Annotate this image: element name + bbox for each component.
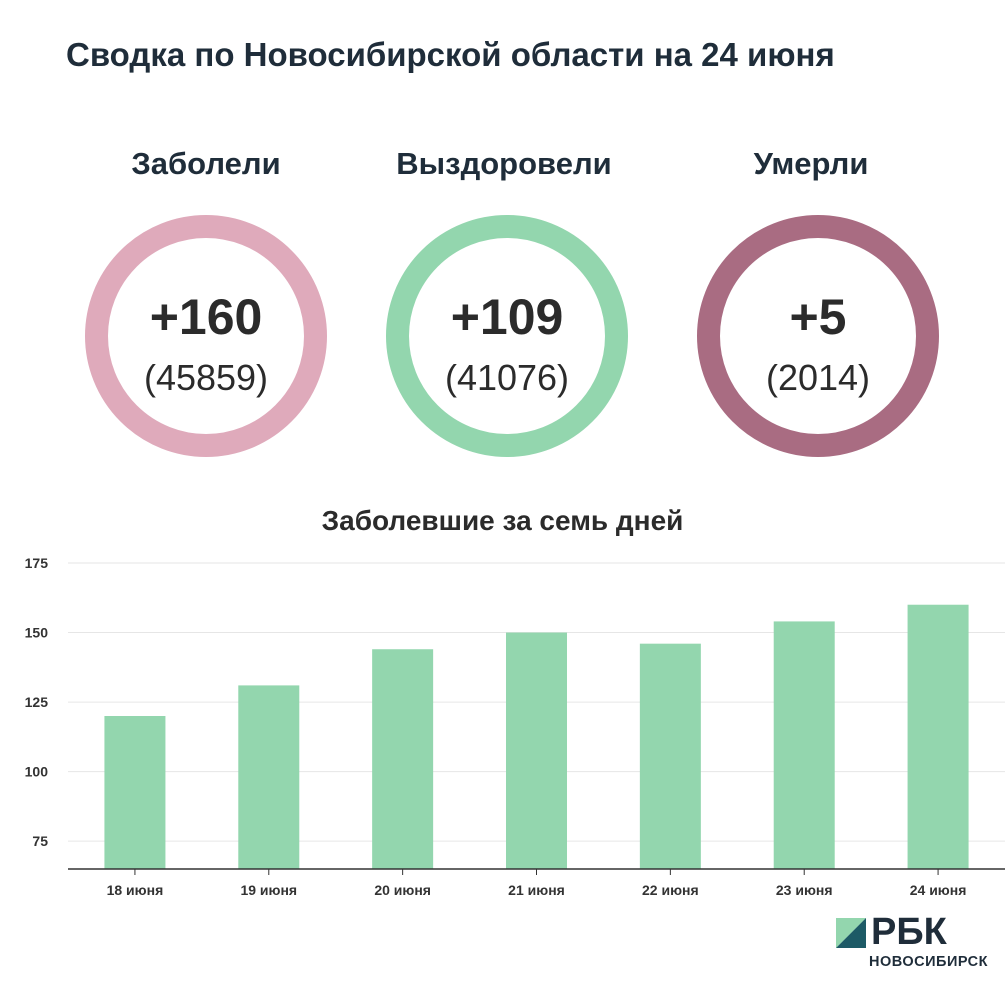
delta-infected: +160 — [149, 289, 263, 345]
x-tick-label: 19 июня — [240, 882, 297, 898]
ring-recovered: +109 (41076) — [386, 215, 628, 457]
logo-text: РБК — [871, 911, 947, 953]
stat-label-infected: Заболели — [131, 146, 281, 181]
bar — [639, 643, 701, 869]
bar-chart: 75 100 125 150 175 18 июня 19 июня 20 июня 21 ию… — [25, 555, 1005, 898]
rbc-logo: РБК НОВОСИБИРСК — [836, 911, 996, 975]
ring-deaths: +5 (2014) — [697, 215, 939, 457]
y-tick-label: 150 — [25, 625, 49, 641]
rbc-logo-mark-icon — [836, 918, 866, 948]
y-tick-label: 125 — [25, 694, 49, 710]
total-infected: (45859) — [143, 357, 269, 398]
bar — [104, 716, 166, 869]
total-deaths: (2014) — [765, 357, 871, 398]
bar — [506, 632, 567, 869]
y-tick-label: 175 — [25, 555, 49, 571]
x-tick-label: 24 июня — [910, 882, 967, 898]
stat-label-deaths: Умерли — [753, 146, 869, 181]
x-tick-label: 21 июня — [508, 882, 565, 898]
delta-deaths: +5 — [789, 289, 847, 345]
x-tick-label: 20 июня — [374, 882, 431, 898]
x-tick-label: 22 июня — [642, 882, 699, 898]
y-tick-label: 100 — [25, 764, 49, 780]
x-tick-label: 23 июня — [776, 882, 833, 898]
chart-title: Заболевшие за семь дней — [321, 505, 684, 536]
bar — [372, 649, 434, 869]
page-title: Сводка по Новосибирской области на 24 ию… — [66, 36, 835, 73]
total-recovered: (41076) — [444, 357, 570, 398]
ring-infected: +160 (45859) — [85, 215, 327, 457]
bar — [907, 604, 969, 869]
x-tick-label: 18 июня — [107, 882, 164, 898]
bar — [773, 621, 835, 869]
logo-region: НОВОСИБИРСК — [869, 954, 989, 970]
y-tick-label: 75 — [32, 833, 48, 849]
bar — [238, 685, 300, 869]
stat-label-recovered: Выздоровели — [396, 146, 612, 181]
delta-recovered: +109 — [450, 289, 564, 345]
